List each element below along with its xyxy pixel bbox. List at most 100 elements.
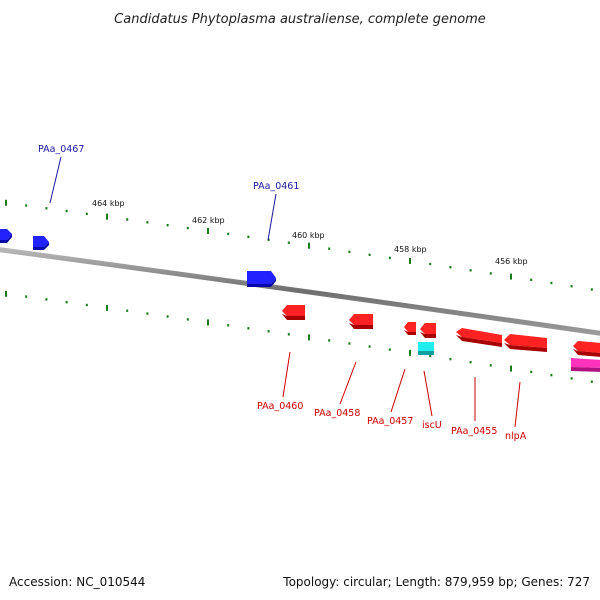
label-iscU[interactable]: iscU <box>422 420 442 431</box>
scale-label-460: 460 kbp <box>292 231 325 240</box>
scale-tick-lower-11 <box>227 324 230 327</box>
scale-tick-upper-0 <box>5 199 7 206</box>
scale-tick-lower-1 <box>25 295 28 298</box>
gene-magenta-right-edge[interactable] <box>571 358 600 372</box>
genome-summary-text: Topology: circular; Length: 879,959 bp; … <box>282 575 590 589</box>
label-PAa_0458[interactable]: PAa_0458 <box>314 408 360 419</box>
leader-iscU <box>423 370 433 417</box>
gene-forward-2[interactable] <box>33 236 49 250</box>
forward-gene-labels: PAa_0467 PAa_0461 <box>38 144 299 241</box>
scale-tick-upper-29 <box>590 288 593 291</box>
scale-tick-upper-2 <box>45 207 48 210</box>
scale-tick-upper-20 <box>409 257 411 264</box>
scale-tick-upper-13 <box>267 238 270 241</box>
scale-tick-lower-26 <box>530 370 533 374</box>
scale-tick-lower-23 <box>469 361 472 364</box>
scale-tick-upper-1 <box>25 204 28 207</box>
gene-PAa_0460[interactable] <box>282 305 305 320</box>
scale-tick-upper-11 <box>227 232 230 236</box>
label-PAa_0460[interactable]: PAa_0460 <box>257 401 303 412</box>
scale-tick-lower-27 <box>550 373 553 377</box>
leader-PAa_0460 <box>282 351 291 398</box>
gene-PAa_0457[interactable] <box>404 322 416 335</box>
scale-tick-upper-6 <box>126 218 129 221</box>
leader-nlpA <box>514 381 521 428</box>
scale-tick-upper-25 <box>510 273 512 280</box>
scale-ticks-reverse <box>5 290 593 383</box>
scale-tick-lower-13 <box>267 330 270 333</box>
scale-tick-upper-10 <box>207 228 209 234</box>
scale-tick-lower-18 <box>368 345 371 348</box>
gene-forward-left-edge[interactable] <box>0 229 12 243</box>
scale-tick-lower-22 <box>449 357 452 361</box>
scale-tick-upper-23 <box>469 269 472 272</box>
scale-tick-upper-27 <box>550 281 553 285</box>
leader-PAa_0457 <box>390 368 406 413</box>
scale-tick-lower-16 <box>328 339 331 342</box>
scale-tick-lower-28 <box>570 377 573 380</box>
scale-tick-lower-21 <box>429 354 432 358</box>
scale-tick-lower-14 <box>287 333 290 336</box>
scale-tick-lower-12 <box>247 327 250 330</box>
scale-tick-lower-15 <box>308 334 310 341</box>
gene-reverse-right-edge[interactable] <box>573 341 600 357</box>
scale-tick-upper-14 <box>287 241 290 244</box>
scale-ticks-forward <box>5 199 593 291</box>
scale-tick-lower-9 <box>186 318 189 321</box>
scale-tick-upper-17 <box>348 250 351 253</box>
scale-label-462: 462 kbp <box>192 216 225 225</box>
scale-tick-upper-7 <box>146 221 149 224</box>
reverse-genes <box>282 305 600 372</box>
scale-tick-lower-19 <box>388 348 391 351</box>
label-nlpA[interactable]: nlpA <box>505 431 527 442</box>
scale-tick-lower-2 <box>45 298 48 301</box>
scale-label-464: 464 kbp <box>92 199 125 208</box>
scale-tick-lower-10 <box>207 319 209 326</box>
gene-PAa_0458[interactable] <box>349 314 373 329</box>
scale-tick-lower-4 <box>85 303 88 307</box>
genome-backbone <box>0 247 600 336</box>
leader-PAa_0461 <box>267 193 277 241</box>
gene-PAa_0455[interactable] <box>456 328 502 347</box>
scale-tick-lower-3 <box>65 301 68 304</box>
label-PAa_0461[interactable]: PAa_0461 <box>253 181 299 192</box>
gene-forward-PAa_0461[interactable] <box>247 271 276 287</box>
reverse-gene-labels: PAa_0460 PAa_0458 PAa_0457 iscU PAa_0455… <box>257 351 527 442</box>
scale-tick-upper-12 <box>247 235 250 238</box>
scale-label-458: 458 kbp <box>394 245 427 254</box>
scale-tick-upper-24 <box>489 272 492 275</box>
map-title: Candidatus Phytoplasma australiense, com… <box>114 12 486 27</box>
scale-tick-upper-3 <box>65 209 68 213</box>
accession-text: Accession: NC_010544 <box>9 575 145 589</box>
forward-genes <box>0 229 276 287</box>
scale-tick-lower-24 <box>489 364 492 367</box>
scale-label-456: 456 kbp <box>495 257 528 266</box>
gene-nlpA[interactable] <box>504 334 547 352</box>
scale-tick-upper-16 <box>328 247 331 250</box>
scale-tick-lower-20 <box>409 349 411 356</box>
scale-tick-upper-26 <box>530 278 533 281</box>
scale-tick-upper-5 <box>106 213 108 220</box>
scale-tick-lower-7 <box>146 312 149 315</box>
scale-tick-upper-9 <box>186 226 189 230</box>
scale-tick-lower-6 <box>126 309 129 312</box>
scale-tick-lower-8 <box>166 315 169 318</box>
leader-PAa_0458 <box>339 361 357 405</box>
scale-tick-lower-5 <box>106 304 108 311</box>
scale-tick-upper-19 <box>388 256 391 260</box>
gene-iscU-upper[interactable] <box>420 323 436 338</box>
scale-tick-lower-25 <box>510 365 512 372</box>
scale-tick-upper-15 <box>308 242 310 249</box>
scale-tick-upper-4 <box>85 212 88 216</box>
scale-labels: 464 kbp 462 kbp 460 kbp 458 kbp 456 kbp <box>92 199 528 266</box>
label-PAa_0457[interactable]: PAa_0457 <box>367 416 413 427</box>
scale-tick-upper-28 <box>570 285 573 288</box>
gene-iscU[interactable] <box>418 342 434 355</box>
label-PAa_0467[interactable]: PAa_0467 <box>38 144 84 155</box>
scale-tick-upper-21 <box>429 262 432 266</box>
scale-tick-lower-0 <box>5 290 7 297</box>
label-PAa_0455[interactable]: PAa_0455 <box>451 426 497 437</box>
scale-tick-upper-8 <box>166 224 169 227</box>
scale-tick-upper-18 <box>368 253 371 256</box>
